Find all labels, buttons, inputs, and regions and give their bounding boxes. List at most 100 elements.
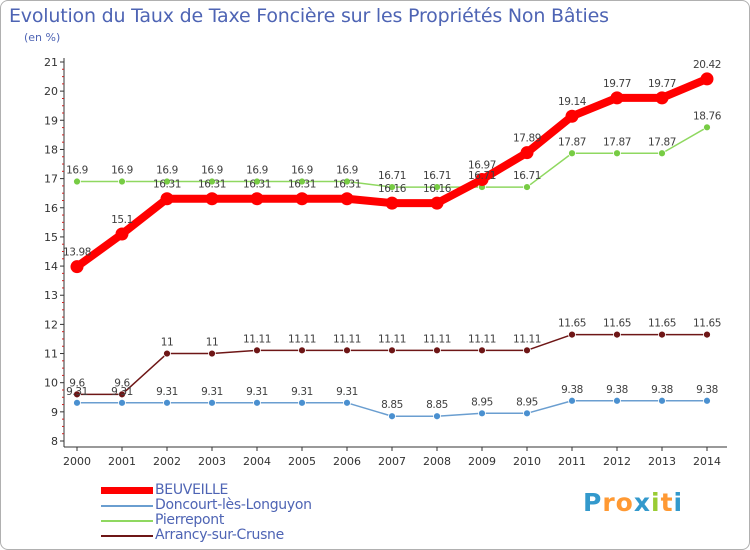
series-points [70, 72, 714, 421]
data-point [568, 149, 576, 158]
data-point [433, 183, 441, 191]
data-label: 11.11 [288, 333, 316, 345]
data-point [433, 412, 441, 421]
logo-letter: P [583, 488, 603, 517]
data-label: 19.77 [648, 78, 676, 90]
data-label: 19.77 [603, 78, 631, 90]
data-point [478, 409, 486, 418]
chart-title: Evolution du Taux de Taxe Foncière sur l… [9, 5, 609, 27]
data-point [658, 330, 666, 339]
data-label: 17.87 [648, 136, 676, 148]
logo-letter: r [602, 488, 616, 517]
data-point [523, 409, 531, 418]
data-label: 16.9 [201, 165, 223, 177]
y-tick-label: 14 [44, 260, 58, 273]
data-point [703, 123, 711, 132]
x-tick-label: 2008 [423, 455, 451, 468]
data-point [253, 177, 261, 186]
data-point [298, 177, 306, 186]
legend-swatch [101, 520, 153, 522]
y-tick-label: 19 [44, 114, 58, 127]
x-tick-label: 2013 [648, 455, 676, 468]
data-point [253, 346, 261, 355]
data-point [703, 396, 711, 405]
data-point [343, 346, 351, 355]
data-point [388, 183, 396, 191]
data-point [565, 109, 579, 123]
data-point [430, 196, 444, 210]
data-point [253, 398, 261, 407]
data-point [298, 346, 306, 355]
y-tick-label: 9 [51, 406, 58, 419]
legend-label: Pierrepont [155, 512, 225, 528]
x-tick-label: 2006 [333, 455, 361, 468]
data-point [73, 177, 81, 186]
data-point [118, 398, 126, 407]
data-label: 9.31 [66, 386, 88, 398]
y-tick-label: 11 [44, 348, 58, 361]
data-label: 11.11 [513, 333, 541, 345]
logo-letter: i [673, 488, 684, 517]
logo-letter: i [651, 488, 661, 517]
x-tick-label: 2002 [153, 455, 181, 468]
data-label: 11.11 [423, 333, 451, 345]
data-label: 11 [161, 337, 174, 349]
data-point [613, 396, 621, 405]
data-label: 16.31 [198, 179, 226, 191]
data-point [70, 260, 84, 274]
data-point [475, 172, 489, 186]
y-tick-label: 13 [44, 289, 58, 302]
y-tick-label: 8 [51, 435, 58, 448]
data-label: 11.11 [333, 333, 361, 345]
x-tick-label: 2014 [693, 455, 721, 468]
data-label: 8.85 [381, 399, 403, 411]
legend-swatch [101, 487, 153, 494]
data-point [163, 349, 171, 358]
data-label: 16.9 [66, 165, 88, 177]
data-label: 16.31 [333, 179, 361, 191]
data-label: 9.31 [336, 386, 358, 398]
data-point [388, 412, 396, 421]
data-label: 17.87 [603, 136, 631, 148]
data-label: 11 [206, 337, 219, 349]
data-point [250, 192, 264, 206]
x-tick-label: 2001 [108, 455, 136, 468]
data-label: 11.65 [693, 318, 721, 330]
data-label: 16.31 [153, 179, 181, 191]
data-point [163, 398, 171, 407]
data-point [118, 177, 126, 186]
data-label: 16.16 [378, 183, 407, 195]
data-label: 9.31 [246, 386, 268, 398]
data-label: 16.31 [243, 179, 271, 191]
data-point [163, 177, 171, 186]
unit-label: (en %) [24, 31, 61, 44]
y-tick-label: 16 [44, 202, 58, 215]
data-point [613, 149, 621, 158]
data-point [340, 192, 354, 206]
data-label: 16.97 [468, 159, 496, 171]
x-tick-label: 2004 [243, 455, 271, 468]
data-label: 13.98 [63, 247, 91, 259]
data-label: 16.9 [111, 165, 133, 177]
data-point [73, 398, 81, 407]
data-label: 9.6 [69, 377, 85, 389]
data-point [73, 390, 81, 399]
y-tick-label: 21 [44, 56, 58, 69]
x-tick-label: 2003 [198, 455, 226, 468]
data-point [610, 91, 624, 105]
data-label: 11.11 [378, 333, 406, 345]
data-point [433, 346, 441, 355]
data-point [568, 330, 576, 339]
data-label: 11.11 [468, 333, 496, 345]
data-label: 16.31 [288, 179, 316, 191]
data-label: 16.71 [378, 170, 406, 182]
data-label: 16.9 [246, 165, 268, 177]
data-label: 18.76 [693, 110, 722, 122]
data-point [388, 346, 396, 355]
data-point [478, 346, 486, 355]
data-point [520, 146, 534, 160]
data-label: 8.95 [471, 396, 493, 408]
data-label: 17.87 [558, 136, 586, 148]
logo-letter: t [660, 488, 674, 517]
